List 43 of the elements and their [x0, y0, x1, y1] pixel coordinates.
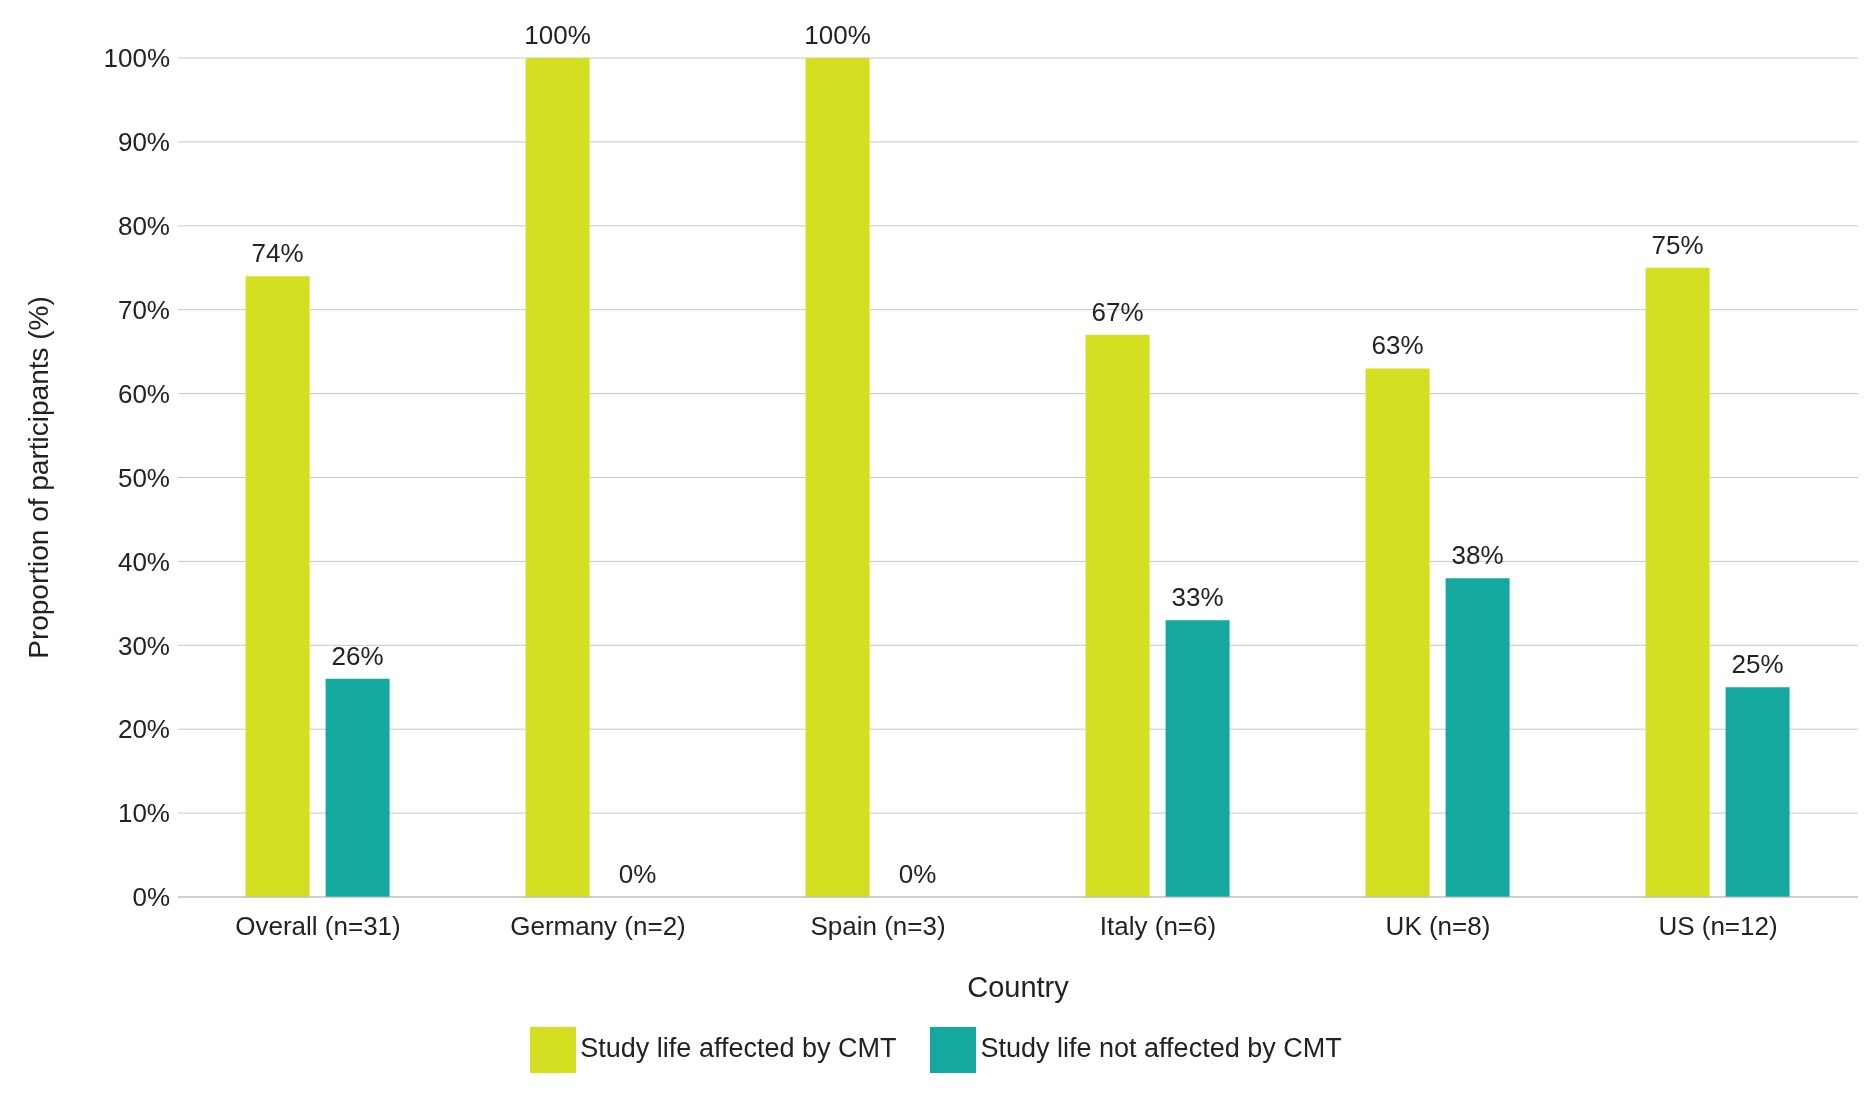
x-tick-label: Italy (n=6) — [1099, 911, 1217, 942]
x-tick-label: Overall (n=31) — [235, 911, 401, 942]
bar — [325, 678, 390, 897]
data-label: 67% — [1091, 296, 1144, 327]
bar — [805, 58, 870, 897]
data-label: 26% — [331, 640, 384, 671]
data-label: 75% — [1651, 229, 1704, 260]
x-tick-label: US (n=12) — [1658, 911, 1778, 942]
bar — [1365, 368, 1430, 897]
legend-label: Study life affected by CMT — [580, 1033, 897, 1064]
y-tick-label: 0% — [132, 882, 170, 913]
y-tick-label: 90% — [117, 127, 170, 158]
y-tick-label: 100% — [103, 43, 170, 74]
bar — [1165, 620, 1230, 897]
y-tick-label: 60% — [117, 378, 170, 409]
data-label: 74% — [251, 238, 304, 269]
data-label: 0% — [618, 858, 657, 889]
data-label: 25% — [1731, 649, 1784, 680]
data-label: 38% — [1451, 540, 1504, 571]
bar — [1085, 334, 1150, 897]
x-axis-title: Country — [967, 971, 1070, 1003]
y-tick-label: 40% — [117, 546, 170, 577]
y-tick-label: 20% — [117, 714, 170, 745]
data-label: 33% — [1171, 582, 1224, 613]
data-label: 100% — [804, 20, 871, 50]
x-tick-label: Germany (n=2) — [510, 911, 686, 942]
y-tick-label: 50% — [117, 462, 170, 493]
data-label: 0% — [898, 858, 937, 889]
x-tick-label: Spain (n=3) — [810, 911, 946, 942]
legend-label: Study life not affected by CMT — [980, 1033, 1342, 1064]
bar — [1725, 687, 1790, 897]
bar — [525, 58, 590, 897]
y-tick-label: 10% — [117, 798, 170, 829]
y-tick-label: 80% — [117, 211, 170, 242]
bar — [1445, 578, 1510, 897]
x-tick-label: UK (n=8) — [1385, 911, 1491, 942]
y-tick-label: 70% — [117, 294, 170, 325]
bar — [245, 276, 310, 897]
bar — [1645, 267, 1710, 897]
data-label: 100% — [524, 20, 591, 50]
y-tick-label: 30% — [117, 630, 170, 661]
y-axis-title: Proportion of participants (%) — [22, 296, 54, 659]
data-label: 63% — [1371, 330, 1424, 361]
